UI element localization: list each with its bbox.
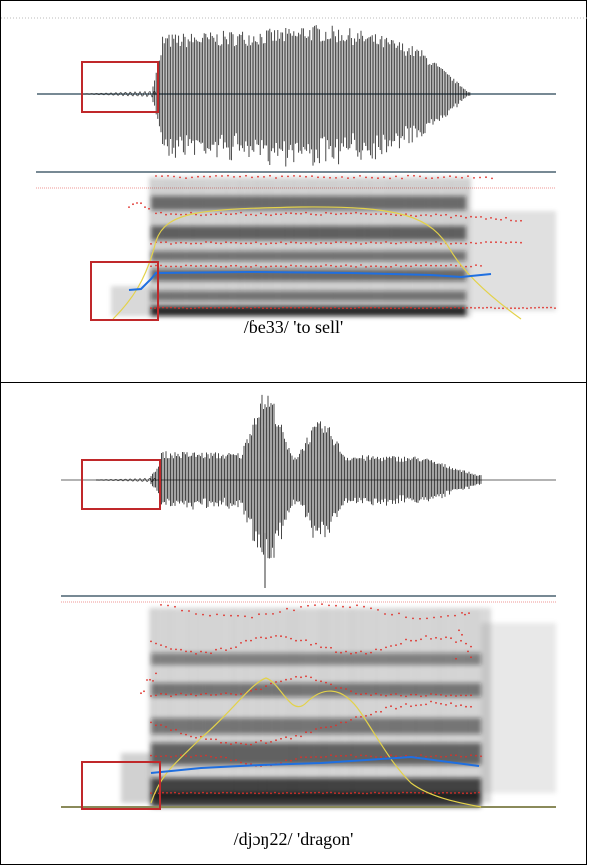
figure-panel-top: /ɓe33/ 'to sell'	[0, 0, 587, 383]
bottom-panel-caption: /djɔŋ22/ 'dragon'	[1, 829, 586, 850]
figure-panel-bottom: /djɔŋ22/ 'dragon'	[0, 382, 587, 865]
top-waveform	[81, 25, 470, 166]
top-spectrogram	[111, 177, 556, 317]
top-panel-caption: /ɓe33/ 'to sell'	[1, 317, 586, 338]
top-waveform-highlight-box	[82, 62, 158, 112]
bottom-spectrogram	[121, 608, 556, 807]
bottom-waveform	[96, 395, 481, 588]
bottom-panel-graphic	[1, 383, 588, 866]
bottom-waveform-highlight-box	[82, 460, 160, 509]
